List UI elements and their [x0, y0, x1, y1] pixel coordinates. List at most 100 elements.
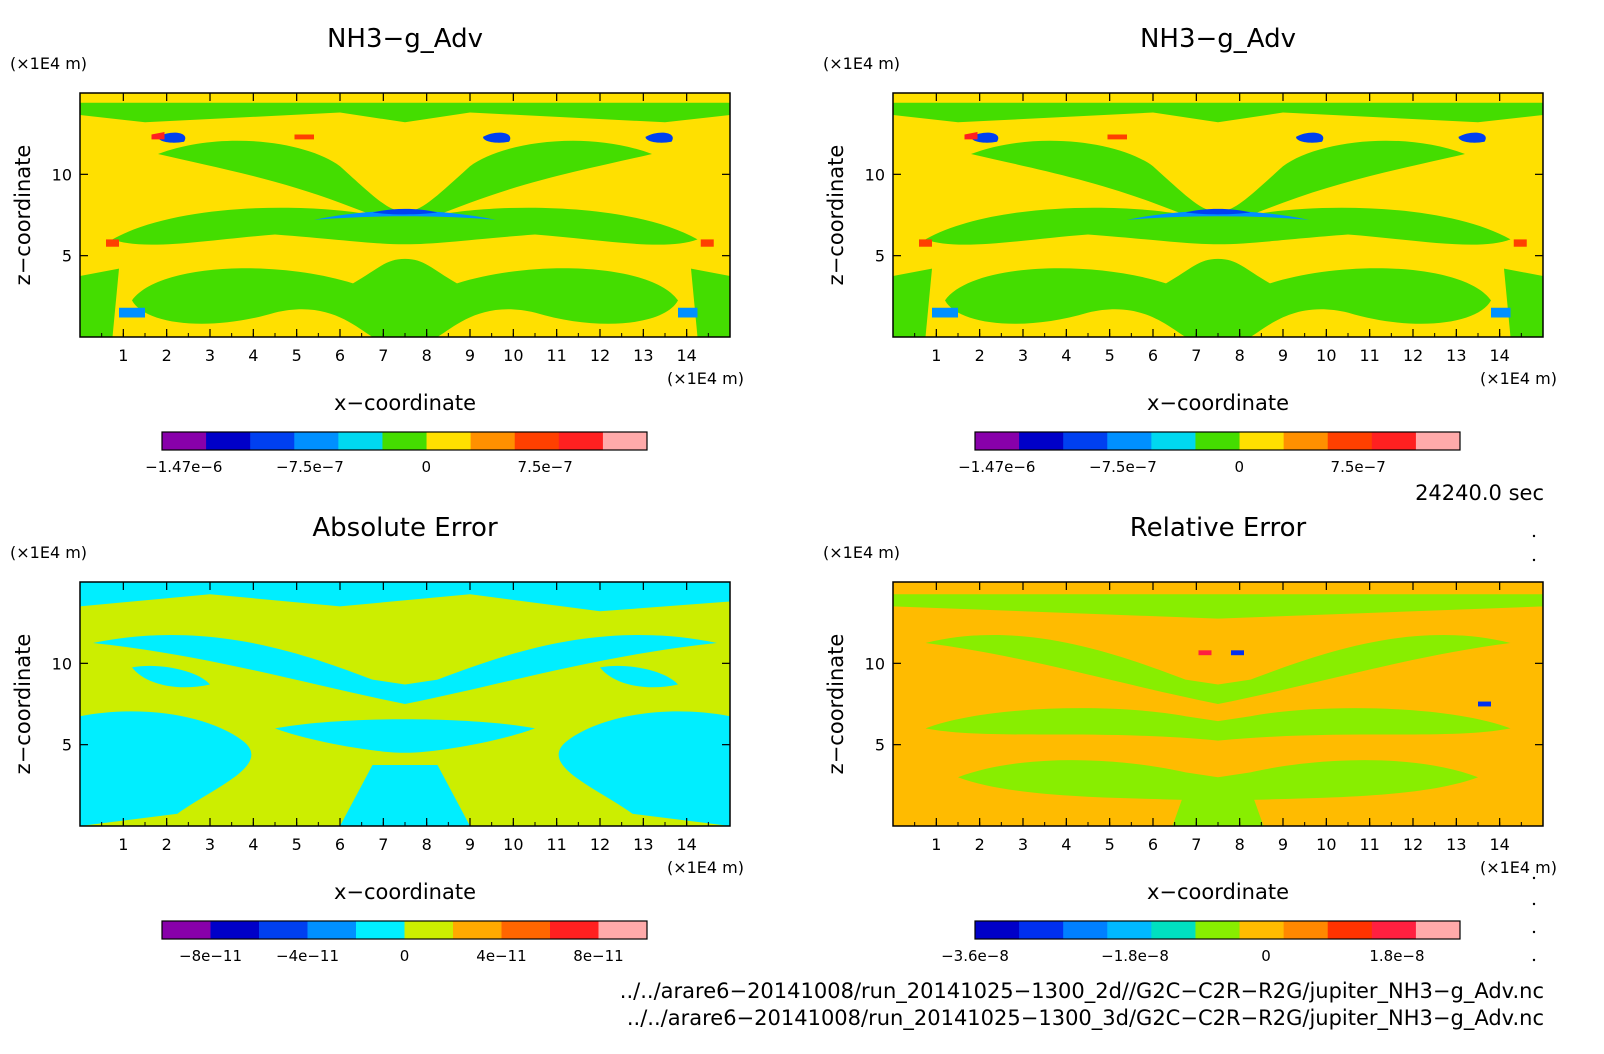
field-contour — [1231, 650, 1244, 656]
panel-title: Relative Error — [1130, 513, 1307, 543]
field-contour — [1127, 210, 1309, 220]
colorbar-swatch — [501, 921, 551, 939]
colorbar-swatch — [1415, 432, 1461, 450]
x-tick-label: 1 — [118, 346, 128, 365]
x-unit-label: (×1E4 m) — [667, 858, 744, 877]
colorbar-swatch — [1327, 432, 1373, 450]
edge-marker — [1532, 930, 1536, 934]
y-tick-label: 5 — [62, 247, 72, 266]
colorbar-swatch — [382, 432, 428, 450]
x-axis-label: x−coordinate — [334, 391, 476, 415]
x-tick-label: 12 — [1403, 835, 1423, 854]
x-tick-label: 6 — [1148, 346, 1158, 365]
panel-title: NH3−g_Adv — [327, 24, 483, 54]
colorbar-frame — [974, 920, 1461, 940]
edge-marker — [1532, 534, 1536, 538]
x-tick-label: 8 — [1235, 835, 1245, 854]
y-tick-label: 10 — [865, 165, 885, 184]
x-unit-label: (×1E4 m) — [1480, 858, 1557, 877]
colorbar-label: 0 — [1261, 947, 1271, 965]
x-tick-label: 2 — [975, 835, 985, 854]
colorbar-swatch — [975, 921, 1020, 939]
colorbar-label: 7.5e−7 — [518, 458, 573, 476]
colorbar-swatch — [558, 432, 604, 450]
chart-panel-3: Absolute Error (×1E4 m) (×1E4 m) x−coordina… — [10, 513, 744, 965]
colorbar-swatch — [426, 432, 472, 450]
y-tick-label: 5 — [875, 247, 885, 266]
colorbar-label: 7.5e−7 — [1331, 458, 1386, 476]
colorbar-label: −1.8e−8 — [1101, 947, 1169, 965]
y-unit-label: (×1E4 m) — [823, 54, 900, 73]
colorbar-swatch — [975, 432, 1020, 450]
field-contour — [925, 708, 1511, 741]
x-tick-label: 11 — [546, 835, 566, 854]
x-tick-label: 6 — [1148, 835, 1158, 854]
field-contour — [80, 711, 252, 826]
y-axis-label: z−coordinate — [824, 145, 848, 286]
x-tick-label: 14 — [676, 346, 696, 365]
x-tick-label: 7 — [1191, 835, 1201, 854]
x-tick-label: 1 — [931, 835, 941, 854]
field-contour — [1478, 701, 1491, 707]
field-contour — [1185, 208, 1251, 215]
y-unit-label: (×1E4 m) — [10, 543, 87, 562]
colorbar-swatch — [1371, 432, 1417, 450]
field-contour — [112, 207, 698, 245]
field-contour — [1491, 307, 1511, 318]
x-tick-label: 2 — [162, 835, 172, 854]
x-tick-label: 10 — [1316, 835, 1336, 854]
field-contour — [932, 307, 958, 318]
chart-panel-4: Relative Error (×1E4 m) (×1E4 m) x−coordina… — [823, 513, 1557, 965]
field-contour — [314, 210, 497, 220]
field-contours — [893, 594, 1543, 826]
colorbar-swatch — [550, 921, 599, 939]
x-tick-label: 5 — [1105, 835, 1115, 854]
colorbar-swatch — [1239, 432, 1285, 450]
field-contour — [1458, 132, 1486, 143]
x-tick-label: 4 — [248, 346, 258, 365]
colorbar-label: −3.6e−8 — [941, 947, 1009, 965]
time-label: 24240.0 sec — [1415, 481, 1544, 505]
field-contour — [925, 634, 1511, 704]
field-contour — [925, 207, 1511, 245]
colorbar-swatch — [602, 432, 648, 450]
x-tick-label: 5 — [1105, 346, 1115, 365]
colorbar-swatch — [294, 432, 339, 450]
field-contour — [700, 239, 714, 247]
y-tick-label: 10 — [52, 165, 72, 184]
colorbar-frame — [161, 431, 648, 451]
footer-path-2d: ../../arare6−20141008/run_20141025−1300_… — [620, 979, 1544, 1004]
colorbar-swatch — [1107, 921, 1152, 939]
colorbar-label: −4e−11 — [276, 947, 339, 965]
colorbar-label: 1.8e−8 — [1369, 947, 1424, 965]
x-tick-label: 3 — [205, 835, 215, 854]
field-contour — [691, 268, 730, 337]
colorbar-label: −1.47e−6 — [958, 458, 1035, 476]
colorbar-label: −7.5e−7 — [276, 458, 344, 476]
colorbar-label: −7.5e−7 — [1089, 458, 1157, 476]
y-tick-label: 5 — [62, 736, 72, 755]
colorbar: −3.6e−8 −1.8e−8 0 1.8e−8 — [941, 920, 1461, 965]
y-unit-label: (×1E4 m) — [823, 543, 900, 562]
field-contour — [132, 258, 678, 337]
field-contour — [93, 634, 717, 704]
x-tick-label: 4 — [1061, 835, 1071, 854]
x-tick-label: 8 — [422, 346, 432, 365]
colorbar-swatch — [1019, 432, 1064, 450]
x-tick-label: 6 — [335, 835, 345, 854]
colorbar-swatch — [250, 432, 295, 450]
x-tick-label: 8 — [1235, 346, 1245, 365]
colorbar-swatch — [1063, 432, 1108, 450]
x-unit-label: (×1E4 m) — [667, 369, 744, 388]
x-tick-label: 14 — [1489, 346, 1509, 365]
x-tick-label: 10 — [503, 346, 523, 365]
y-axis-label: z−coordinate — [824, 634, 848, 775]
x-tick-label: 11 — [1359, 835, 1379, 854]
x-tick-label: 2 — [975, 346, 985, 365]
colorbar-swatch — [453, 921, 502, 939]
x-tick-label: 13 — [633, 346, 653, 365]
x-axis-label: x−coordinate — [334, 880, 476, 904]
edge-marker — [1532, 902, 1536, 906]
field-contour — [893, 102, 1543, 123]
